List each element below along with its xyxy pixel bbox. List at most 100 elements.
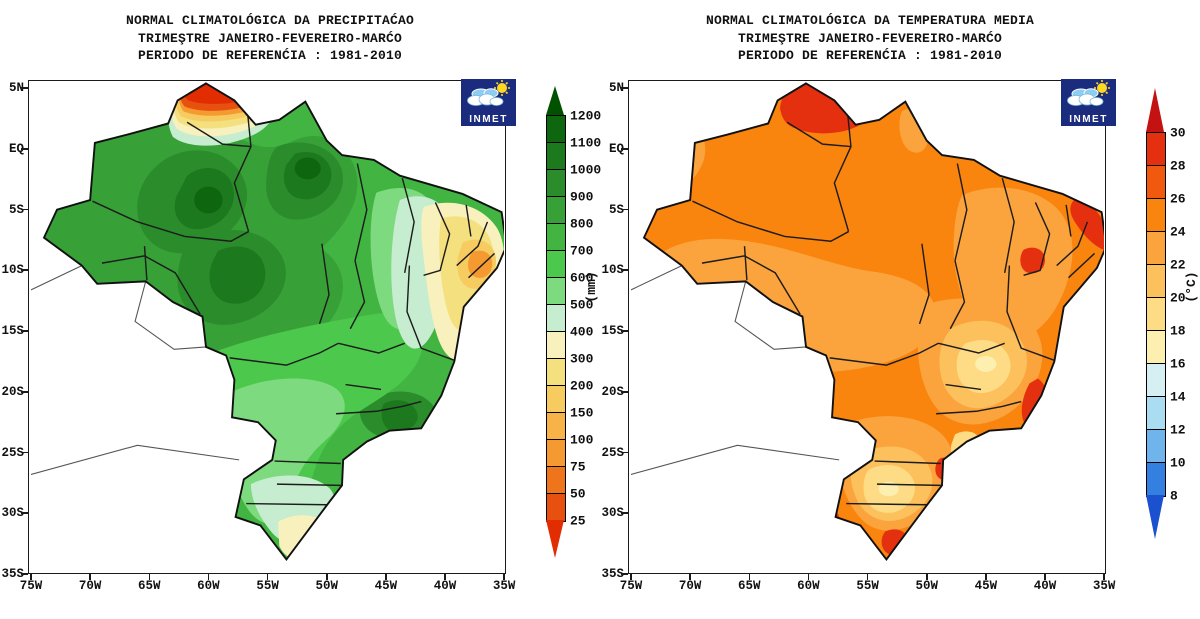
lat-tick — [21, 451, 28, 454]
temperature-title: NORMAL CLIMATOLÓGICA DA TEMPERATURA MEDI… — [600, 12, 1140, 65]
colorbar-segment — [547, 251, 565, 278]
colorbar-segment — [1147, 265, 1165, 298]
lat-tick — [21, 269, 28, 272]
colorbar-value-label: 12 — [1170, 422, 1186, 438]
title-line-2: TRIMEŞTRE JANEIRO-FEVEREIRO-MARĆO — [737, 30, 1003, 46]
lon-tick-label: 35W — [492, 579, 516, 593]
colorbar-value-label: 30 — [1170, 125, 1186, 141]
lon-tick-label: 75W — [19, 579, 43, 593]
sun-disc — [497, 83, 507, 93]
brazil-outline — [42, 81, 504, 561]
colorbar-value-label: 100 — [570, 432, 594, 448]
lat-tick — [21, 147, 28, 150]
sun-disc — [1097, 83, 1107, 93]
colorbar-arrow-top — [1146, 88, 1164, 132]
lat-tick-label: 20S — [601, 384, 624, 399]
inmet-logo-art — [1061, 79, 1116, 126]
temperature-panel: NORMAL CLIMATOLÓGICA DA TEMPERATURA MEDI… — [600, 0, 1200, 619]
neighbor-borders — [31, 264, 240, 475]
lon-tick-label: 65W — [738, 579, 761, 593]
front-cloud-icon — [1067, 93, 1104, 106]
colorbar-value-label: 26 — [1170, 191, 1186, 207]
lat-tick — [21, 330, 28, 332]
lon-tick-label: 70W — [678, 579, 702, 593]
lon-tick — [89, 574, 91, 580]
lat-tick — [21, 87, 28, 89]
colorbar-segment — [1147, 463, 1165, 496]
title-line-2: TRIMEŞTRE JANEIRO-FEVEREIRO-MARĆO — [137, 30, 403, 46]
lon-tick-label: 55W — [856, 579, 879, 593]
colorbar-arrow-bottom — [1146, 495, 1164, 539]
lon-tick-label: 40W — [1033, 579, 1057, 593]
sun-icon — [494, 80, 510, 96]
inmet-logo: INMET — [461, 79, 516, 126]
colorbar-value-label: 150 — [570, 405, 594, 421]
colorbar-segment — [1147, 397, 1165, 430]
lon-tick — [1103, 574, 1105, 580]
lat-tick — [621, 512, 628, 515]
colorbar-value-label: 500 — [570, 297, 594, 313]
colorbar-value-label: 600 — [570, 270, 594, 286]
lat-tick-label: 35S — [1, 567, 24, 581]
colorbar-arrow-bottom — [546, 520, 564, 558]
colorbar-value-label: 200 — [570, 378, 594, 394]
lon-tick — [385, 574, 387, 580]
lat-tick-label: 5N — [8, 81, 24, 95]
lon-tick — [30, 574, 32, 580]
colorbar-segment — [1147, 166, 1165, 199]
lon-tick-label: 55W — [256, 579, 279, 593]
colorbar-value-label: 20 — [1170, 290, 1186, 306]
precipitation-title: NORMAL CLIMATOLÓGICA DA PRECIPITAĆAO TRI… — [0, 12, 540, 65]
inmet-logo: INMET — [1061, 79, 1116, 126]
lon-tick-label: 50W — [915, 579, 938, 593]
colorbar-segment — [547, 305, 565, 332]
colorbar-segment — [547, 494, 565, 521]
lat-tick — [621, 451, 628, 454]
colorbar-value-label: 1200 — [570, 108, 602, 124]
lon-tick — [807, 574, 810, 580]
lat-tick-label: 15S — [601, 324, 624, 338]
colorbar-segment — [1147, 430, 1165, 463]
lon-tick-label: 70W — [78, 579, 102, 593]
lon-tick — [630, 574, 632, 580]
lat-tick — [21, 208, 28, 211]
lat-tick — [621, 147, 628, 150]
colorbar-value-label: 75 — [570, 459, 586, 475]
lon-tick — [866, 574, 869, 580]
lon-tick-label: 45W — [374, 579, 398, 593]
lat-tick-label: 15S — [1, 324, 24, 338]
lat-tick-label: 25S — [601, 445, 624, 460]
lon-tick-label: 60W — [797, 579, 820, 593]
colorbar-value-label: 400 — [570, 324, 594, 340]
brazil-outline — [642, 81, 1104, 561]
colorbar-value-label: 300 — [570, 351, 594, 367]
colorbar-value-label: 28 — [1170, 158, 1186, 174]
lon-tick — [207, 574, 210, 580]
map-frame — [628, 80, 1106, 574]
colorbar-segment — [1147, 133, 1165, 166]
inmet-logo-art — [461, 79, 516, 126]
colorbar-segment — [547, 332, 565, 359]
colorbar-segment — [1147, 331, 1165, 364]
colorbar-segment — [547, 413, 565, 440]
lat-tick — [621, 208, 628, 211]
colorbar-value-label: 18 — [1170, 323, 1186, 339]
title-line-3: PERIODO DE REFERENĆIA : 1981-2010 — [737, 48, 1003, 63]
colorbar — [1146, 132, 1166, 497]
precipitation-plot: INMET (mm) 5N EQ 5S 10S 15S 20S 25S 30S 35S 75W 70… — [1, 79, 602, 593]
colorbar — [546, 115, 566, 522]
lat-tick — [21, 512, 28, 515]
colorbar-value-label: 800 — [570, 216, 594, 232]
colorbar-value-label: 900 — [570, 189, 594, 205]
lon-tick — [748, 574, 751, 580]
colorbar-value-label: 8 — [1170, 488, 1178, 504]
colorbar-segment — [547, 440, 565, 467]
lon-tick — [985, 574, 987, 580]
precipitation-panel: NORMAL CLIMATOLÓGICA DA PRECIPITAĆAO TRI… — [0, 12, 602, 593]
lat-tick-label: 20S — [1, 384, 24, 399]
lon-tick-label: 75W — [619, 579, 643, 593]
lat-tick-label: 35S — [601, 567, 624, 581]
colorbar-value-label: 24 — [1170, 224, 1186, 240]
colorbar-value-label: 700 — [570, 243, 594, 259]
